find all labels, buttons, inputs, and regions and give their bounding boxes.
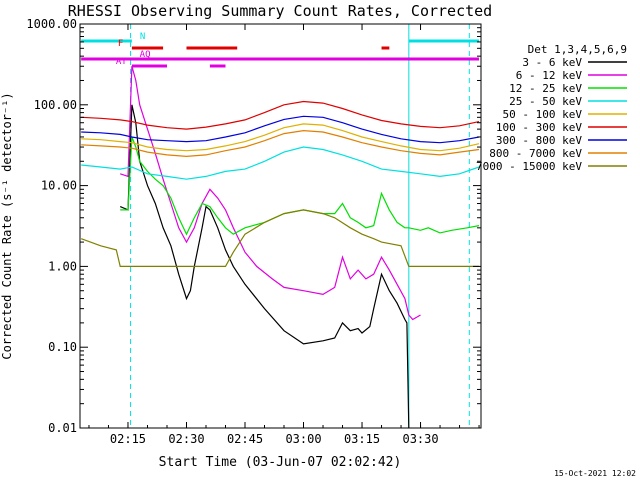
series-line-8 [81, 129, 480, 158]
flag-bars: N F AQ AT [81, 32, 480, 68]
series-line-9 [80, 209, 479, 267]
y-axis-ticks: 1000.00 100.00 10.00 1.00 0.10 0.01 [26, 17, 481, 435]
x-tick-label-1: 02:15 [110, 432, 146, 446]
y-tick-label-6: 0.01 [48, 421, 77, 435]
series-line-7 [81, 115, 480, 144]
legend-label-1: 3 - 6 keV [522, 56, 582, 69]
y-tick-label-2: 100.00 [34, 98, 77, 112]
series-line-6 [81, 100, 480, 130]
flag-label-N: N [140, 32, 145, 42]
y-tick-label-3: 10.00 [41, 179, 77, 193]
y-tick-label-4: 1.00 [48, 259, 77, 273]
flag-label-AQ: AQ [140, 50, 151, 60]
chart-title: RHESSI Observing Summary Count Rates, Co… [68, 2, 492, 20]
legend-label-3: 12 - 25 keV [509, 82, 582, 95]
x-tick-label-3: 02:45 [227, 432, 263, 446]
x-tick-label-5: 03:15 [344, 432, 380, 446]
flag-label-AT: AT [116, 57, 127, 67]
y-axis-label: Corrected Count Rate (s⁻¹ detector⁻¹) [0, 92, 14, 359]
series-lines [80, 66, 480, 429]
legend-label-9: 7000 - 15000 keV [476, 160, 582, 173]
plot-frame [79, 23, 482, 429]
legend-label-7: 300 - 800 keV [496, 134, 582, 147]
y-tick-label-1: 1000.00 [26, 17, 77, 31]
legend-label-2: 6 - 12 keV [516, 69, 583, 82]
x-axis-label: Start Time (03-Jun-07 02:02:42) [159, 455, 402, 470]
footer-date: 15-Oct-2021 12:02 [554, 469, 636, 478]
legend-label-6: 100 - 300 keV [496, 121, 582, 134]
y-tick-label-5: 0.10 [48, 340, 77, 354]
series-line-5 [81, 123, 480, 152]
series-line-4 [81, 146, 480, 180]
series-line-2 [120, 66, 421, 321]
x-axis-ticks: 02:15 02:30 02:45 03:00 03:15 03:30 [88, 24, 480, 446]
legend-label-8: 800 - 7000 keV [489, 147, 582, 160]
legend-title: Det 1,3,4,5,6,9 [528, 43, 627, 56]
legend-label-4: 25 - 50 keV [509, 95, 582, 108]
series-line-1 [119, 104, 410, 429]
x-tick-label-2: 02:30 [168, 432, 204, 446]
x-tick-label-4: 03:00 [285, 432, 321, 446]
flag-label-F: F [118, 39, 123, 49]
x-tick-label-6: 03:30 [402, 432, 438, 446]
legend-label-5: 50 - 100 keV [503, 108, 583, 121]
